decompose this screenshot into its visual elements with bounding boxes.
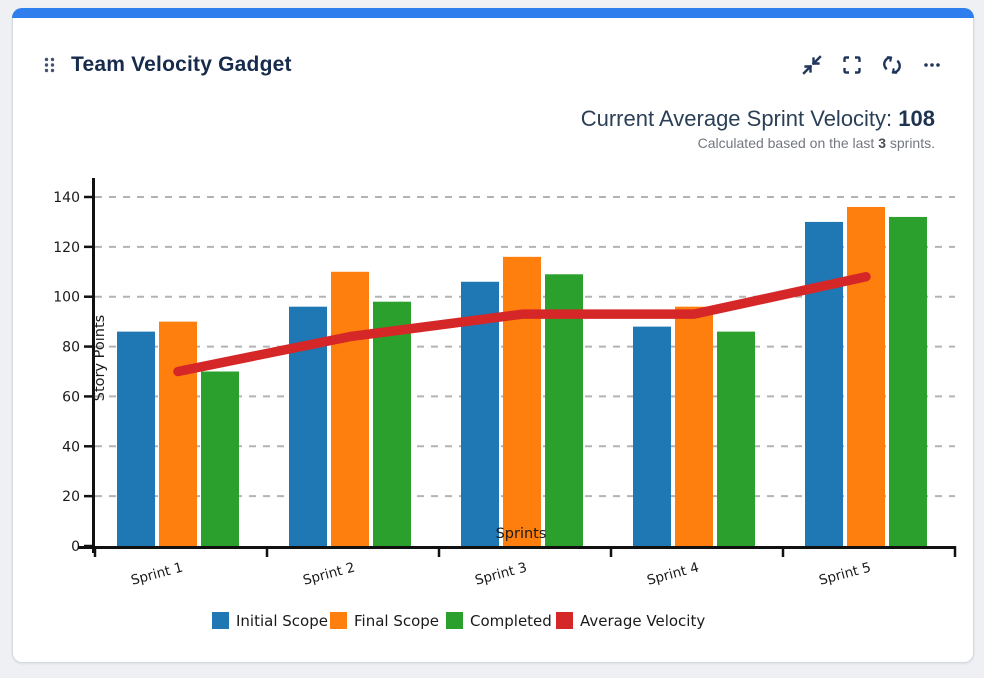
refresh-button[interactable] xyxy=(877,50,907,80)
gadget-actions xyxy=(797,50,947,80)
velocity-summary-value: Current Average Sprint Velocity: 108 xyxy=(580,106,935,131)
refresh-icon xyxy=(880,53,904,77)
bar-final-scope-sprint-4[interactable] xyxy=(675,306,713,546)
legend-item-average-velocity[interactable]: Average Velocity xyxy=(556,612,705,630)
average-velocity-line[interactable] xyxy=(173,272,871,377)
bar-final-scope-sprint-3[interactable] xyxy=(503,256,541,546)
bar-final-scope-sprint-2[interactable] xyxy=(331,271,369,546)
legend-item-completed[interactable]: Completed xyxy=(446,612,552,630)
collapse-button[interactable] xyxy=(797,50,827,80)
ellipsis-icon xyxy=(920,53,944,77)
legend-label: Average Velocity xyxy=(580,612,705,630)
y-tick-label: 0 xyxy=(71,539,80,555)
fullscreen-button[interactable] xyxy=(837,50,867,80)
legend-item-initial-scope[interactable]: Initial Scope xyxy=(212,612,328,630)
y-tick-label: 100 xyxy=(53,290,80,306)
y-tick-label: 60 xyxy=(62,389,80,405)
legend-swatch xyxy=(446,612,463,629)
bar-completed-sprint-4[interactable] xyxy=(717,331,755,546)
legend-item-final-scope[interactable]: Final Scope xyxy=(330,612,439,630)
velocity-summary-note: Calculated based on the last 3 sprints. xyxy=(697,134,935,151)
x-category-label: Sprint 1 xyxy=(129,560,185,589)
legend-label: Initial Scope xyxy=(236,612,328,630)
bar-completed-sprint-2[interactable] xyxy=(373,301,411,546)
bar-initial-scope-sprint-5[interactable] xyxy=(805,221,843,546)
bar-completed-sprint-1[interactable] xyxy=(201,371,239,547)
x-category-label: Sprint 2 xyxy=(301,560,357,589)
y-tick-label: 140 xyxy=(53,190,80,206)
bar-initial-scope-sprint-1[interactable] xyxy=(117,331,155,546)
y-tick-label: 40 xyxy=(62,439,80,455)
gadget-header: Team Velocity Gadget xyxy=(43,47,947,83)
legend-swatch xyxy=(212,612,229,629)
velocity-summary: Current Average Sprint Velocity: 108 Cal… xyxy=(581,105,935,152)
legend-swatch xyxy=(330,612,347,629)
bar-final-scope-sprint-1[interactable] xyxy=(159,321,197,546)
y-tick-label: 120 xyxy=(53,240,80,256)
drag-handle-icon[interactable] xyxy=(43,56,57,74)
x-category-label: Sprint 3 xyxy=(473,560,529,589)
legend-swatch xyxy=(556,612,573,629)
y-tick-label: 20 xyxy=(62,489,80,505)
bar-completed-sprint-5[interactable] xyxy=(889,216,927,546)
y-tick-label: 80 xyxy=(62,340,80,356)
fullscreen-icon xyxy=(840,53,864,77)
legend-label: Completed xyxy=(470,612,552,630)
legend-label: Final Scope xyxy=(354,612,439,630)
x-category-label: Sprint 5 xyxy=(817,560,873,589)
bar-final-scope-sprint-5[interactable] xyxy=(847,206,885,546)
bar-initial-scope-sprint-4[interactable] xyxy=(633,326,671,546)
gadget-title: Team Velocity Gadget xyxy=(71,53,292,76)
x-axis-label: Sprints xyxy=(496,526,547,542)
collapse-icon xyxy=(800,53,824,77)
y-axis-label: Story Points xyxy=(92,315,108,401)
bar-completed-sprint-3[interactable] xyxy=(545,274,583,546)
more-options-button[interactable] xyxy=(917,50,947,80)
x-category-label: Sprint 4 xyxy=(645,560,701,589)
gadget-accent-bar xyxy=(12,8,974,18)
